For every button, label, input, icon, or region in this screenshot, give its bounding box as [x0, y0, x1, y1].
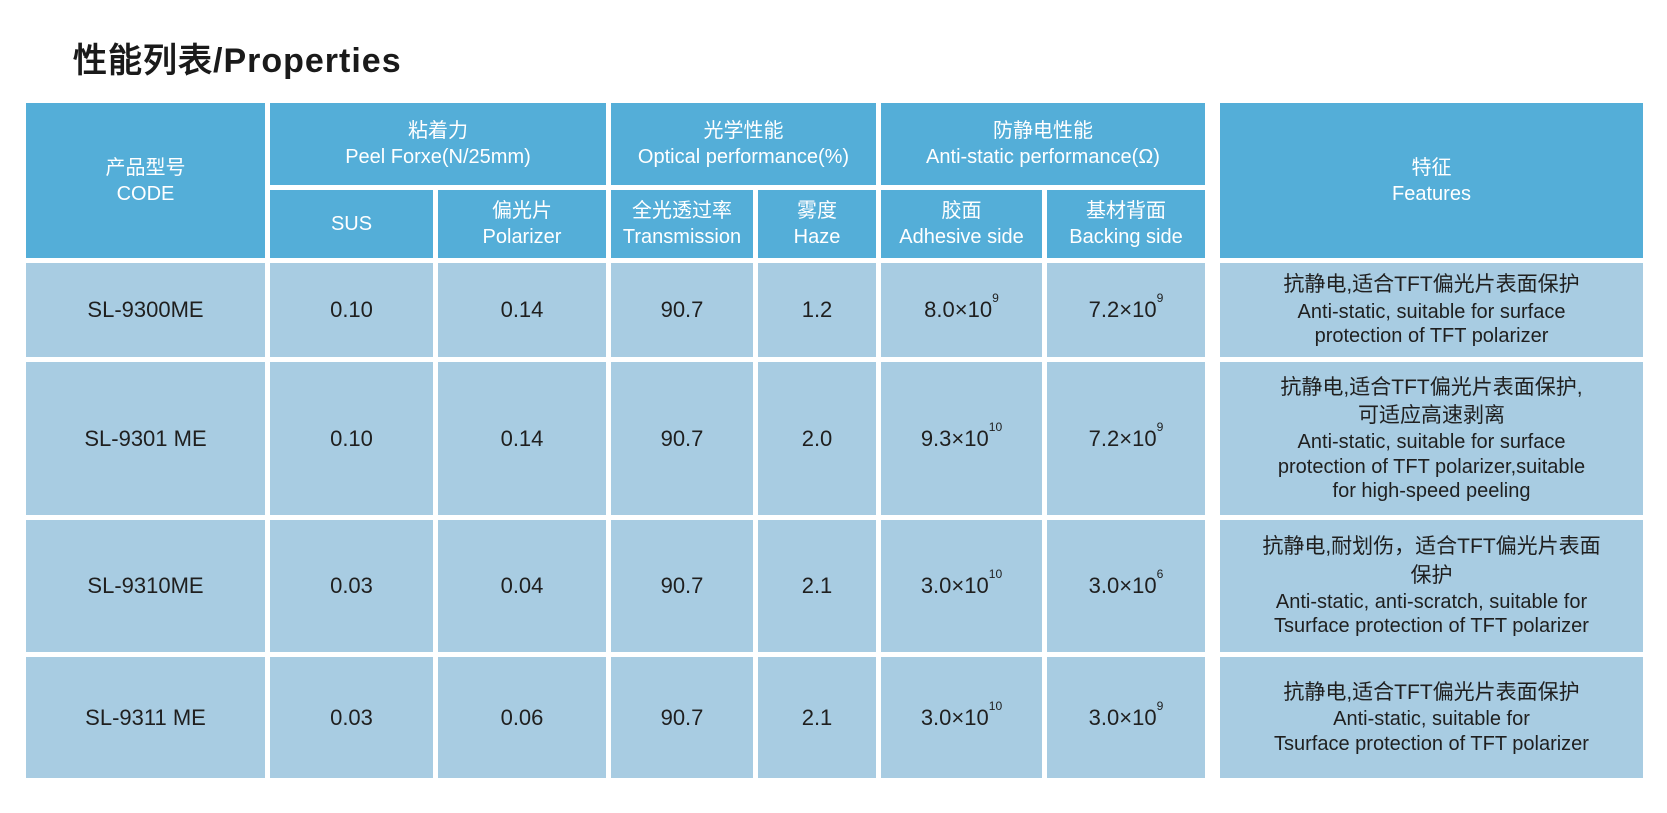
header-adhesive-en: Adhesive side [899, 226, 1024, 248]
cell-code: SL-9300ME [26, 263, 265, 357]
header-transmission-en: Transmission [622, 226, 742, 248]
header-code: 产品型号 CODE [26, 103, 265, 258]
resistance-exponent: 9 [1156, 291, 1164, 306]
cell-sus: 0.03 [270, 520, 433, 652]
resistance-base: 3.0×10 [1088, 704, 1157, 730]
header-haze-zh: 雾度 [797, 200, 837, 222]
cell-polarizer: 0.14 [438, 362, 606, 515]
header-backing-en: Backing side [1069, 226, 1183, 248]
page-title: 性能列表/Properties [73, 42, 402, 80]
cell-transmission: 90.7 [611, 657, 753, 778]
features-text-en: Anti-static, suitable for surface protec… [1297, 300, 1566, 348]
resistance-value: 7.2×109 [1088, 420, 1164, 452]
cell-features: 抗静电,适合TFT偏光片表面保护, 可适应高速剥离 Anti-static, s… [1220, 362, 1643, 515]
cell-features: 抗静电,适合TFT偏光片表面保护 Anti-static, suitable f… [1220, 657, 1643, 778]
resistance-value: 3.0×109 [1088, 699, 1164, 731]
resistance-base: 3.0×10 [920, 573, 989, 598]
cell-backing-resistance: 3.0×109 [1047, 657, 1205, 778]
cell-features: 抗静电,适合TFT偏光片表面保护 Anti-static, suitable f… [1220, 263, 1643, 357]
resistance-base: 3.0×10 [920, 704, 989, 730]
resistance-base: 3.0×10 [1088, 573, 1157, 598]
cell-code: SL-9311 ME [26, 657, 265, 778]
header-backing-side: 基材背面 Backing side [1047, 190, 1205, 258]
header-optical-zh: 光学性能 [703, 120, 784, 142]
resistance-value: 3.0×1010 [920, 699, 1002, 731]
header-transmission-zh: 全光透过率 [632, 200, 732, 222]
cell-code: SL-9310ME [26, 520, 265, 652]
header-sus: SUS [270, 190, 433, 258]
cell-adhesive-resistance: 3.0×1010 [881, 657, 1042, 778]
header-antistatic-en: Anti-static performance(Ω) [926, 146, 1160, 168]
features-text-zh: 抗静电,适合TFT偏光片表面保护 [1283, 680, 1580, 704]
resistance-exponent: 9 [1156, 698, 1164, 713]
resistance-exponent: 6 [1156, 567, 1164, 582]
cell-adhesive-resistance: 8.0×109 [881, 263, 1042, 357]
cell-transmission: 90.7 [611, 362, 753, 515]
resistance-base: 7.2×10 [1088, 425, 1157, 451]
resistance-exponent: 10 [988, 567, 1003, 582]
cell-features: 抗静电,耐划伤，适合TFT偏光片表面 保护 Anti-static, anti-… [1220, 520, 1643, 652]
features-text-en: Anti-static, suitable for Tsurface prote… [1274, 708, 1589, 755]
resistance-exponent: 10 [988, 698, 1003, 713]
header-adhesive-side: 胶面 Adhesive side [881, 190, 1042, 258]
header-backing-zh: 基材背面 [1086, 200, 1166, 222]
header-code-en: CODE [116, 182, 175, 205]
cell-haze: 2.1 [758, 657, 876, 778]
header-group-antistatic: 防静电性能 Anti-static performance(Ω) [881, 103, 1205, 185]
resistance-value: 7.2×109 [1088, 292, 1164, 323]
header-adhesive-zh: 胶面 [941, 200, 982, 222]
cell-adhesive-resistance: 3.0×1010 [881, 520, 1042, 652]
cell-sus: 0.10 [270, 263, 433, 357]
features-text-zh: 抗静电,适合TFT偏光片表面保护, 可适应高速剥离 [1280, 375, 1583, 427]
features-text-en: Anti-static, anti-scratch, suitable for … [1274, 590, 1589, 638]
header-code-zh: 产品型号 [105, 156, 186, 179]
header-optical-en: Optical performance(%) [637, 146, 850, 168]
cell-sus: 0.10 [270, 362, 433, 515]
resistance-base: 7.2×10 [1088, 297, 1157, 322]
resistance-exponent: 9 [992, 291, 999, 306]
header-polarizer: 偏光片 Polarizer [438, 190, 606, 258]
header-polarizer-zh: 偏光片 [492, 200, 552, 222]
features-text-en: Anti-static, suitable for surface protec… [1277, 431, 1586, 503]
cell-polarizer: 0.04 [438, 520, 606, 652]
header-peel-en: Peel Forxe(N/25mm) [345, 146, 531, 168]
header-haze: 雾度 Haze [758, 190, 876, 258]
header-features-en: Features [1392, 182, 1471, 205]
cell-haze: 2.1 [758, 520, 876, 652]
cell-backing-resistance: 7.2×109 [1047, 263, 1205, 357]
header-transmission: 全光透过率 Transmission [611, 190, 753, 258]
header-group-peel-force: 粘着力 Peel Forxe(N/25mm) [270, 103, 606, 185]
header-features: 特征 Features [1220, 103, 1643, 258]
header-group-optical: 光学性能 Optical performance(%) [611, 103, 876, 185]
cell-backing-resistance: 7.2×109 [1047, 362, 1205, 515]
resistance-value: 3.0×106 [1088, 568, 1164, 599]
resistance-value: 9.3×1010 [920, 420, 1002, 452]
resistance-value: 3.0×1010 [920, 568, 1002, 599]
cell-code: SL-9301 ME [26, 362, 265, 515]
cell-haze: 1.2 [758, 263, 876, 357]
cell-haze: 2.0 [758, 362, 876, 515]
cell-polarizer: 0.14 [438, 263, 606, 357]
header-haze-en: Haze [793, 226, 841, 248]
cell-sus: 0.03 [270, 657, 433, 778]
properties-table: 产品型号 CODE 粘着力 Peel Forxe(N/25mm) SUS 偏光片… [26, 103, 1643, 778]
header-polarizer-en: Polarizer [482, 226, 562, 248]
resistance-base: 8.0×10 [924, 297, 993, 322]
cell-adhesive-resistance: 9.3×1010 [881, 362, 1042, 515]
header-antistatic-zh: 防静电性能 [993, 120, 1093, 142]
resistance-base: 9.3×10 [920, 425, 989, 451]
resistance-exponent: 9 [1156, 419, 1164, 434]
header-peel-zh: 粘着力 [408, 120, 468, 142]
cell-backing-resistance: 3.0×106 [1047, 520, 1205, 652]
features-text-zh: 抗静电,耐划伤，适合TFT偏光片表面 保护 [1262, 535, 1601, 587]
cell-polarizer: 0.06 [438, 657, 606, 778]
resistance-value: 8.0×109 [924, 292, 999, 323]
resistance-exponent: 10 [988, 419, 1003, 434]
cell-transmission: 90.7 [611, 263, 753, 357]
header-sus-label: SUS [330, 213, 373, 235]
cell-transmission: 90.7 [611, 520, 753, 652]
header-features-zh: 特征 [1411, 156, 1452, 179]
features-text-zh: 抗静电,适合TFT偏光片表面保护 [1283, 273, 1580, 297]
